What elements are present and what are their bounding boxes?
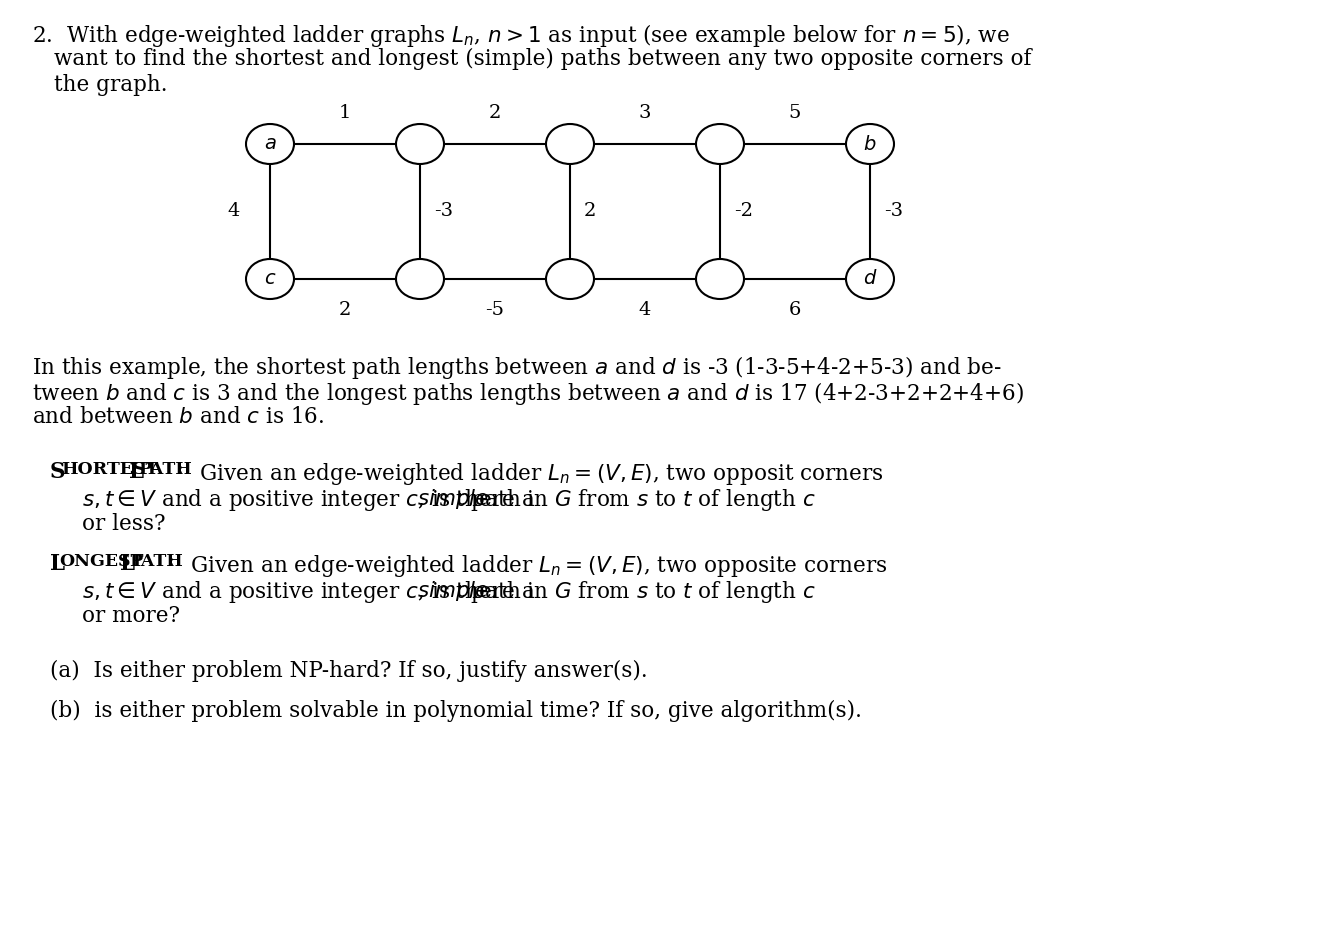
Text: Given an edge-weighted ladder $L_n = (V, E)$, two opposite corners: Given an edge-weighted ladder $L_n = (V,… (177, 553, 887, 579)
Text: 4: 4 (228, 203, 240, 220)
Ellipse shape (846, 124, 894, 164)
Text: -3: -3 (434, 203, 454, 220)
Text: HORTEST: HORTEST (61, 461, 159, 478)
Text: or less?: or less? (81, 513, 165, 535)
Text: tween $b$ and $c$ is 3 and the longest paths lengths between $a$ and $d$ is 17 (: tween $b$ and $c$ is 3 and the longest p… (32, 380, 1025, 407)
Text: Given an edge-weighted ladder $L_n = (V, E)$, two opposit corners: Given an edge-weighted ladder $L_n = (V,… (185, 461, 883, 487)
Ellipse shape (846, 259, 894, 299)
Text: PATH: PATH (129, 553, 183, 570)
Text: $b$: $b$ (863, 134, 876, 153)
Text: $d$: $d$ (863, 270, 878, 289)
Text: or more?: or more? (81, 605, 180, 627)
Text: 2.  With edge-weighted ladder graphs $L_n$, $n > 1$ as input (see example below : 2. With edge-weighted ladder graphs $L_n… (32, 22, 1010, 49)
Text: 4: 4 (639, 301, 651, 319)
Text: want to find the shortest and longest (simple) paths between any two opposite co: want to find the shortest and longest (s… (53, 48, 1031, 70)
Text: :: : (167, 553, 173, 570)
Text: In this example, the shortest path lengths between $a$ and $d$ is -3 (1-3-5+4-2+: In this example, the shortest path lengt… (32, 354, 1002, 381)
Ellipse shape (245, 259, 293, 299)
Text: $c$: $c$ (264, 270, 276, 288)
Text: 2: 2 (339, 301, 351, 319)
Text: $simple$: $simple$ (418, 487, 490, 511)
Ellipse shape (696, 124, 744, 164)
Text: 1: 1 (339, 104, 351, 122)
Text: path in $G$ from $s$ to $t$ of length $c$: path in $G$ from $s$ to $t$ of length $c… (464, 487, 815, 513)
Text: -3: -3 (884, 203, 903, 220)
Ellipse shape (546, 124, 594, 164)
Text: $simple$: $simple$ (418, 579, 490, 603)
Ellipse shape (546, 259, 594, 299)
Text: :: : (176, 461, 183, 478)
Ellipse shape (245, 124, 293, 164)
Ellipse shape (696, 259, 744, 299)
Text: 5: 5 (788, 104, 802, 122)
Text: 6: 6 (788, 301, 802, 319)
Text: ONGEST: ONGEST (59, 553, 143, 570)
Text: L: L (49, 553, 65, 575)
Text: path in $G$ from $s$ to $t$ of length $c$: path in $G$ from $s$ to $t$ of length $c… (464, 579, 815, 605)
Text: 2: 2 (584, 203, 596, 220)
Text: 3: 3 (639, 104, 651, 122)
Text: L: L (129, 461, 144, 483)
Ellipse shape (396, 259, 444, 299)
Text: $s, t \in V$ and a positive integer $c$, is there a: $s, t \in V$ and a positive integer $c$,… (81, 487, 536, 513)
Text: PATH: PATH (137, 461, 192, 478)
Text: and between $b$ and $c$ is 16.: and between $b$ and $c$ is 16. (32, 406, 324, 428)
Text: (a)  Is either problem NP-hard? If so, justify answer(s).: (a) Is either problem NP-hard? If so, ju… (49, 660, 647, 682)
Text: S: S (49, 461, 65, 483)
Text: -2: -2 (734, 203, 752, 220)
Ellipse shape (396, 124, 444, 164)
Text: $a$: $a$ (264, 135, 276, 153)
Text: 2: 2 (488, 104, 502, 122)
Text: the graph.: the graph. (53, 74, 168, 96)
Text: -5: -5 (486, 301, 504, 319)
Text: $s, t \in V$ and a positive integer $c$, is there a: $s, t \in V$ and a positive integer $c$,… (81, 579, 536, 605)
Text: L: L (120, 553, 135, 575)
Text: (b)  is either problem solvable in polynomial time? If so, give algorithm(s).: (b) is either problem solvable in polyno… (49, 700, 862, 722)
